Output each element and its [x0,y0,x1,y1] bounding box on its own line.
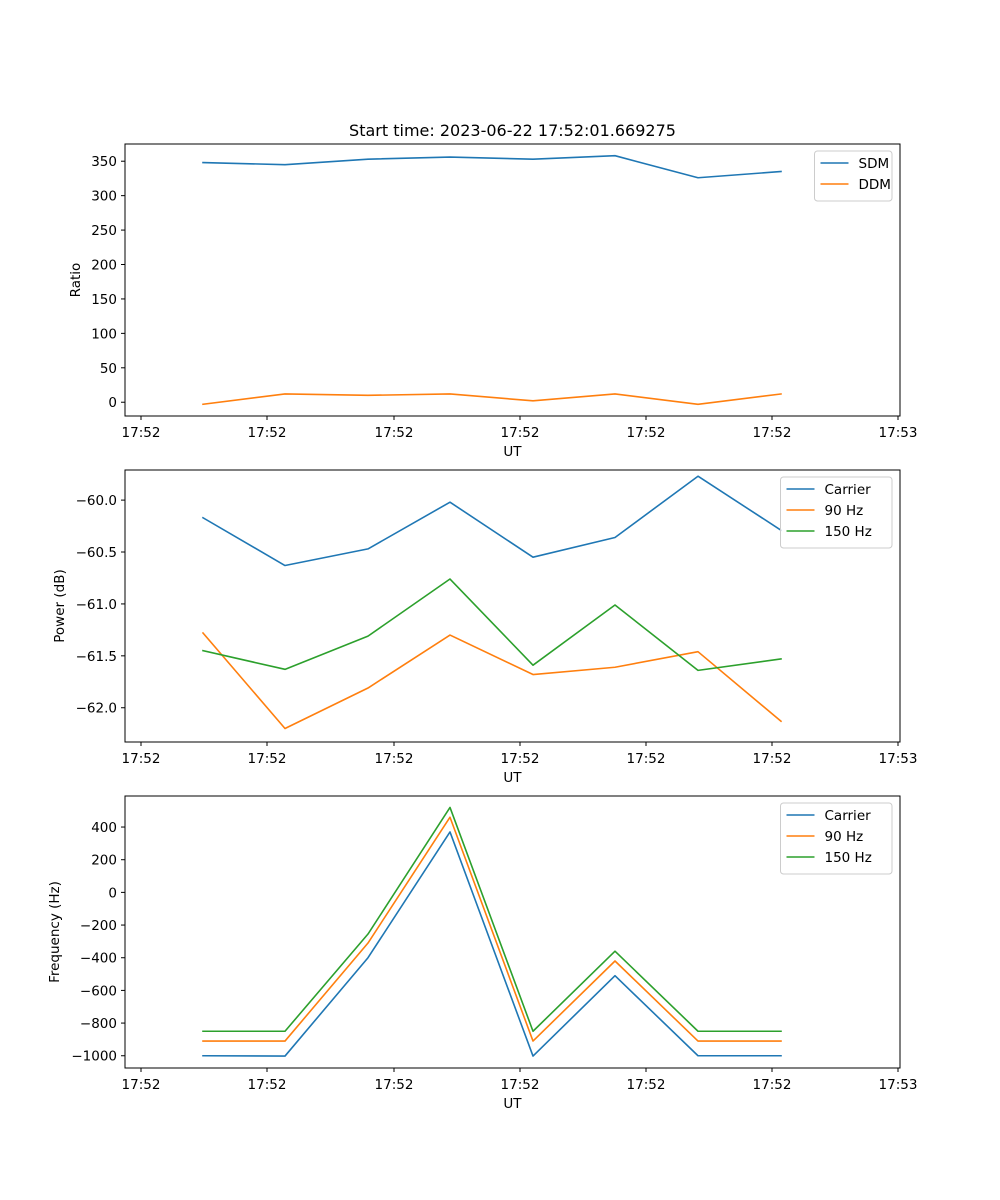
legend-label: DDM [859,177,891,193]
legend: SDM DDM [814,150,893,202]
x-tick-label: 17:52 [627,1077,666,1093]
legend-label: 150 Hz [825,524,872,540]
x-tick-label: 17:53 [879,425,918,441]
chart-panel-1: 0 50 100 150 200 250 300 350 17:52 17:52 17:52 17:5… [68,143,918,460]
x-tick-label: 17:52 [122,1077,161,1093]
panels: 0 50 100 150 200 250 300 350 17:52 17:52 17:52 17:5… [47,143,918,1112]
y-tick-label: 150 [91,292,117,308]
series-line-sdm [202,154,782,179]
legend-label: 90 Hz [825,503,864,519]
y-tick-label: 300 [91,189,117,205]
y-tick-label: 400 [91,820,117,836]
y-tick-label: −61.5 [76,649,117,665]
y-axis-label: Ratio [68,263,84,298]
y-tick-label: −60.0 [76,493,117,509]
y-tick-label: −60.5 [76,545,117,561]
x-tick-label: 17:52 [501,1077,540,1093]
legend-label: SDM [859,156,890,172]
series-line-150-hz [202,806,782,1033]
y-tick-label: −600 [80,983,117,999]
series-line-90-hz [202,816,782,1042]
y-tick-label: −800 [80,1016,117,1032]
legend-label: 90 Hz [825,829,864,845]
legend-label: Carrier [825,482,872,498]
x-tick-label: 17:52 [375,425,414,441]
y-tick-label: −200 [80,918,117,934]
x-tick-label: 17:52 [627,751,666,767]
series-line-150-hz [202,578,782,672]
series-line-carrier [201,475,783,567]
y-tick-label: 100 [91,326,117,342]
x-tick-label: 17:52 [248,1077,287,1093]
y-tick-label: −400 [80,951,117,967]
x-axis-label: UT [503,1096,522,1112]
x-axis-label: UT [503,444,522,460]
x-tick-label: 17:52 [753,751,792,767]
x-tick-label: 17:52 [375,751,414,767]
x-tick-label: 17:53 [879,751,918,767]
x-tick-label: 17:52 [753,425,792,441]
x-axis-label: UT [503,770,522,786]
y-tick-label: 250 [91,223,117,239]
y-tick-label: 200 [91,853,117,869]
y-tick-label: 0 [108,395,117,411]
y-tick-label: 50 [100,361,117,377]
legend-label: 150 Hz [825,850,872,866]
series-line-90-hz [201,631,783,730]
y-tick-label: 350 [91,154,117,170]
series-line-carrier [202,831,782,1057]
x-tick-label: 17:52 [122,751,161,767]
plot-frame [124,469,901,743]
y-tick-label: 200 [91,258,117,274]
chart-panel-3: −1000 −800 −600 −400 −200 0 200 400 17:52 17:52 17… [47,795,918,1112]
x-tick-label: 17:52 [627,425,666,441]
series-line-ddm [202,393,782,406]
legend: Carrier 90 Hz 150 Hz [780,802,893,875]
y-tick-label: −62.0 [76,701,117,717]
figure-title: Start time: 2023-06-22 17:52:01.669275 [349,121,676,140]
x-tick-label: 17:53 [879,1077,918,1093]
plot-frame [124,143,901,417]
y-tick-label: 0 [108,885,117,901]
x-tick-label: 17:52 [375,1077,414,1093]
x-tick-label: 17:52 [501,751,540,767]
x-tick-label: 17:52 [122,425,161,441]
x-tick-label: 17:52 [248,751,287,767]
y-tick-label: −61.0 [76,597,117,613]
x-tick-label: 17:52 [501,425,540,441]
chart-panel-2: −62.0 −61.5 −61.0 −60.5 −60.0 17:52 17:52 17:52… [52,469,918,786]
y-axis-label: Frequency (Hz) [47,881,63,983]
y-axis-label: Power (dB) [52,569,68,642]
legend: Carrier 90 Hz 150 Hz [780,476,893,549]
legend-label: Carrier [825,808,872,824]
y-tick-label: −1000 [71,1049,117,1065]
x-tick-label: 17:52 [248,425,287,441]
plot-frame [124,795,901,1069]
x-tick-label: 17:52 [753,1077,792,1093]
